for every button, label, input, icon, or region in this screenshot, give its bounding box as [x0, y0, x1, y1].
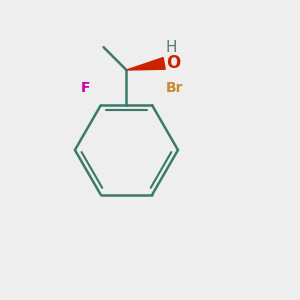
Text: F: F [81, 80, 90, 94]
Text: O: O [166, 54, 180, 72]
Text: Br: Br [166, 80, 183, 94]
Text: H: H [166, 40, 177, 55]
Polygon shape [126, 58, 165, 70]
